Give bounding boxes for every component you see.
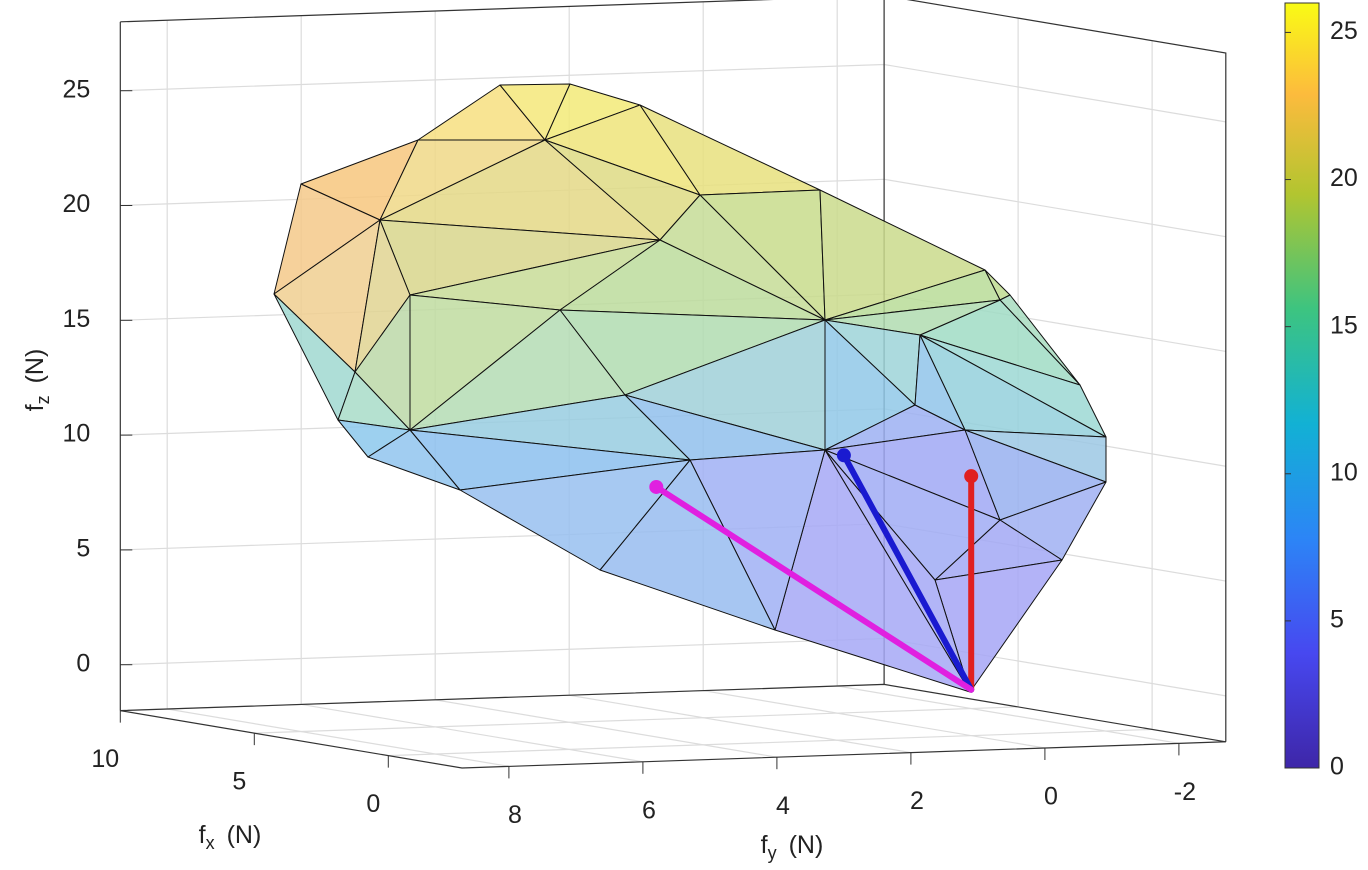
label-sub: z [33,395,53,404]
z-tick-label: 5 [76,535,90,563]
z-tick-label: 0 [76,649,90,677]
face [367,429,461,491]
axis-edge [120,710,1226,769]
vector-tip [964,469,979,484]
label-unit: (N) [789,831,824,859]
y-tick-label: 2 [910,787,924,815]
x-tick-label: 5 [232,768,246,796]
y-tick-label: 8 [508,801,522,829]
y-tick-label: 6 [642,796,656,824]
colorbar-tick-label: 10 [1330,458,1358,486]
ticks: 0 5 10 15 20 25 0 5 10 -2 0 2 4 6 8 [62,75,1196,829]
y-tick-label: -2 [1174,778,1196,806]
label-base: f [21,404,49,411]
x-tick-label: 0 [366,790,380,818]
grid-line [120,63,1226,123]
y-tick-label: 4 [776,792,790,820]
colorbar-tick-label: 0 [1330,753,1344,781]
colorbar-tick-label: 25 [1330,17,1358,45]
colorbar-ticks: 0 5 10 15 20 25 [1285,17,1358,781]
colorbar-tick-label: 20 [1330,164,1358,192]
label-base: f [761,831,768,859]
force-vector [840,452,975,693]
z-tick-label: 20 [62,190,90,218]
axis-edge [120,683,1226,743]
z-tick-label: 25 [62,75,90,103]
label-base: f [199,821,206,849]
vector-tip [836,448,851,463]
colorbar-tick-label: 5 [1330,605,1344,633]
colorbar-tick-label: 15 [1330,311,1358,339]
colorbar [1284,2,1320,769]
y-tick-label: 0 [1044,783,1058,811]
vector-tip [649,479,664,494]
label-sub: x [206,833,215,853]
grid-line [120,637,1226,697]
hull [273,83,1107,693]
label-unit: (N) [21,349,49,384]
z-tick-label: 10 [62,420,90,448]
vectors [649,448,979,693]
force-vector [653,483,975,693]
label-sub: y [768,843,777,863]
y-axis-label: fy (N) [761,831,824,863]
axis-edge [120,0,1227,742]
z-tick-label: 15 [62,305,90,333]
x-axis-label: fx (N) [199,821,262,853]
z-axis-label: fz (N) [21,349,53,412]
label-unit: (N) [227,821,262,849]
face [459,459,691,571]
x-tick-label: 10 [91,745,119,773]
